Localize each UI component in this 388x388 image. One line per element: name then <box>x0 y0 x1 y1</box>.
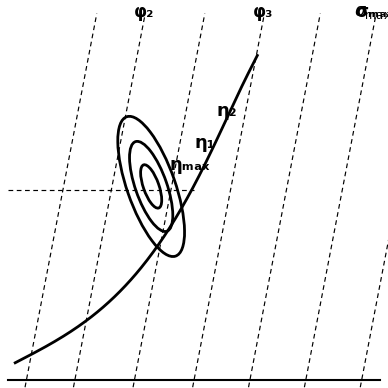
Text: η₂: η₂ <box>217 102 237 120</box>
Text: $\sigma_{\rm max}$: $\sigma_{\rm max}$ <box>354 3 388 21</box>
Text: σₘₐₓ: σₘₐₓ <box>355 3 388 21</box>
Text: φ₂: φ₂ <box>134 3 154 21</box>
Text: φ₃: φ₃ <box>253 3 273 21</box>
Text: ηₘₐₓ: ηₘₐₓ <box>170 156 210 175</box>
Text: η₁: η₁ <box>194 134 215 152</box>
